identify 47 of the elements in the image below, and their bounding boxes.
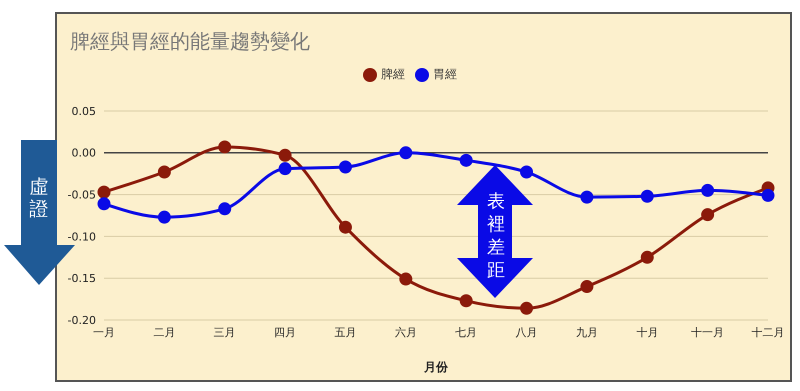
x-tick-label: 六月 (394, 326, 417, 339)
x-tick-label: 十一月 (691, 326, 724, 339)
point (338, 160, 352, 174)
x-axis-title: 月份 (423, 360, 449, 374)
point (98, 197, 110, 210)
point (580, 280, 594, 294)
x-tick-label: 九月 (576, 326, 598, 339)
x-tick-label: 五月 (334, 326, 356, 339)
point (640, 190, 654, 203)
point (460, 154, 473, 167)
point (158, 166, 171, 179)
y-tick-label: -0.10 (68, 230, 96, 244)
point (218, 140, 232, 154)
point (762, 188, 774, 202)
x-tick-label: 二月 (153, 326, 176, 339)
y-tick-label: -0.20 (68, 314, 96, 327)
x-tick-label: 十月 (636, 326, 658, 339)
x-tick-label: 十二月 (752, 326, 784, 339)
point (701, 208, 714, 222)
x-tick-label: 一月 (93, 326, 115, 339)
point (460, 294, 473, 308)
point (218, 202, 232, 216)
point (338, 220, 352, 234)
point (98, 186, 110, 199)
x-tick-label: 七月 (455, 326, 478, 339)
y-tick-label: -0.15 (68, 272, 96, 286)
point (278, 162, 292, 176)
point (580, 190, 594, 204)
text: 虛證 (28, 176, 50, 220)
point (520, 166, 534, 179)
point (520, 302, 534, 315)
point (399, 146, 412, 160)
x-tick-label: 八月 (516, 326, 538, 339)
point (278, 148, 292, 162)
legend-label: 脾經 (381, 67, 405, 81)
annotation: 表裡差距 (486, 190, 506, 282)
y-tick-label: 0.00 (72, 146, 96, 160)
point (399, 272, 412, 286)
y-tick-label: 0.05 (72, 104, 96, 118)
chart-title: 脾經與胃經的能量趨勢變化 (70, 28, 310, 55)
point (640, 250, 654, 264)
point (158, 210, 171, 224)
x-tick-label: 三月 (214, 326, 236, 339)
x-tick-label: 四月 (274, 326, 296, 339)
legend-label: 胃經 (433, 67, 457, 81)
y-tick-label: -0.05 (68, 188, 96, 202)
point (701, 184, 714, 197)
